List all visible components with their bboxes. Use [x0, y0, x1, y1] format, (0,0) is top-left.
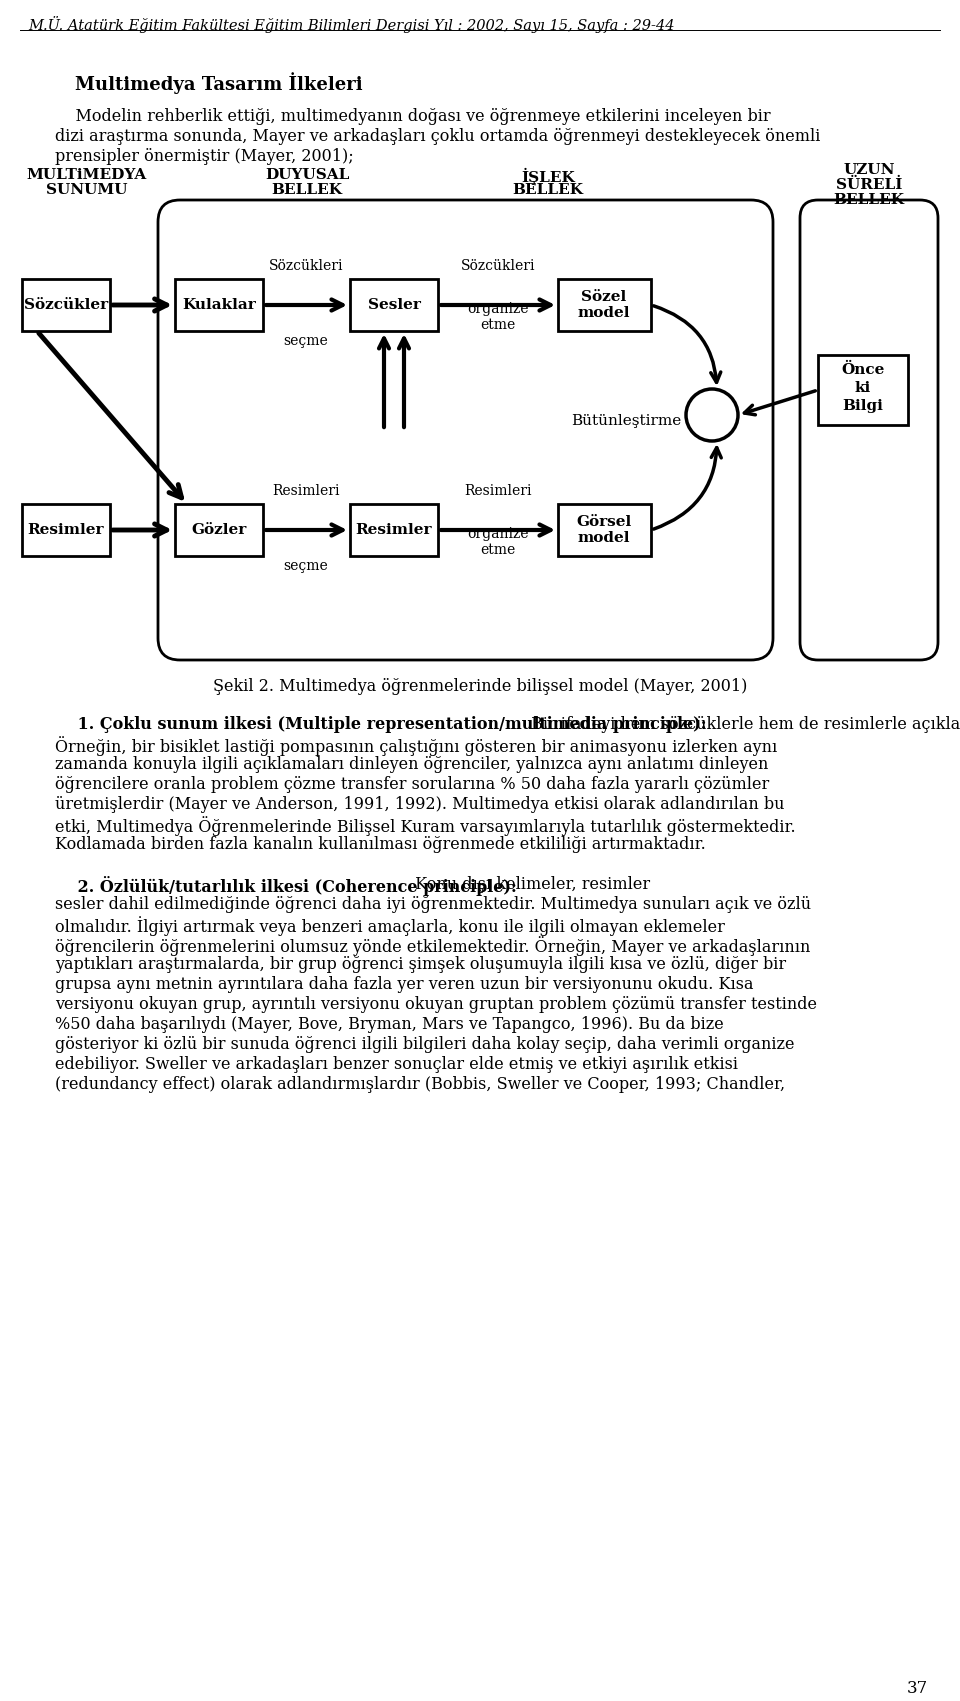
Text: UZUN: UZUN: [843, 163, 895, 177]
Text: seçme: seçme: [283, 333, 328, 349]
Text: model: model: [578, 306, 631, 320]
Text: versiyonu okuyan grup, ayrıntılı versiyonu okuyan gruptan problem çözümü transfe: versiyonu okuyan grup, ayrıntılı versiyo…: [55, 997, 817, 1014]
Text: olmalıdır. İlgiyi artırmak veya benzeri amaçlarla, konu ile ilgili olmayan eklem: olmalıdır. İlgiyi artırmak veya benzeri …: [55, 917, 725, 936]
Text: Kulaklar: Kulaklar: [182, 298, 256, 311]
Text: seçme: seçme: [283, 560, 328, 573]
Text: prensipler önermiştir (Mayer, 2001);: prensipler önermiştir (Mayer, 2001);: [55, 148, 353, 165]
Text: üretmişlerdir (Mayer ve Anderson, 1991, 1992). Multimedya etkisi olarak adlandır: üretmişlerdir (Mayer ve Anderson, 1991, …: [55, 796, 784, 813]
Text: zamanda konuyla ilgili açıklamaları dinleyen öğrenciler, yalnızca aynı anlatımı : zamanda konuyla ilgili açıklamaları dinl…: [55, 755, 768, 772]
Text: Sözel: Sözel: [582, 289, 627, 304]
Text: Resimler: Resimler: [356, 522, 432, 538]
Text: sesler dahil edilmediğinde öğrenci daha iyi öğrenmektedir. Multimedya sunuları a: sesler dahil edilmediğinde öğrenci daha …: [55, 896, 811, 913]
Text: 2. Özlülük/tutarlılık ilkesi (Coherence principle):: 2. Özlülük/tutarlılık ilkesi (Coherence …: [55, 876, 516, 896]
Text: BELLEK: BELLEK: [833, 192, 904, 208]
Text: Resimleri: Resimleri: [273, 485, 340, 498]
Text: M.Ü. Atatürk Eğitim Fakültesi Eğitim Bilimleri Dergisi Yıl : 2002, Sayı 15, Sayf: M.Ü. Atatürk Eğitim Fakültesi Eğitim Bil…: [28, 15, 675, 32]
Text: BELLEK: BELLEK: [513, 184, 584, 197]
Text: model: model: [578, 531, 631, 544]
Text: %50 daha başarılıydı (Mayer, Bove, Bryman, Mars ve Tapangco, 1996). Bu da bize: %50 daha başarılıydı (Mayer, Bove, Bryma…: [55, 1015, 724, 1033]
Text: Şekil 2. Multimedya öğrenmelerinde bilişsel model (Mayer, 2001): Şekil 2. Multimedya öğrenmelerinde biliş…: [213, 679, 747, 696]
Text: etme: etme: [480, 318, 516, 332]
Text: Sözcükleri: Sözcükleri: [269, 259, 344, 272]
Text: 1. Çoklu sunum ilkesi (Multiple representation/multimedia principle):: 1. Çoklu sunum ilkesi (Multiple represen…: [55, 716, 707, 733]
Text: Önce: Önce: [841, 362, 885, 378]
Bar: [175, 503, 263, 556]
Text: Konu dışı kelimeler, resimler: Konu dışı kelimeler, resimler: [410, 876, 650, 893]
Bar: [818, 356, 908, 425]
Text: İŞLEK: İŞLEK: [521, 168, 575, 185]
Text: Resimler: Resimler: [28, 522, 105, 538]
Text: yaptıkları araştırmalarda, bir grup öğrenci şimşek oluşumuyla ilgili kısa ve özl: yaptıkları araştırmalarda, bir grup öğre…: [55, 956, 786, 973]
Text: Sesler: Sesler: [368, 298, 420, 311]
Text: organize: organize: [468, 303, 529, 316]
Text: Multimedya Tasarım İlkeleri: Multimedya Tasarım İlkeleri: [75, 71, 363, 94]
Text: Sözcükleri: Sözcükleri: [461, 259, 536, 272]
Bar: [558, 503, 651, 556]
FancyBboxPatch shape: [800, 201, 938, 660]
Text: Bir ifadeyi hem sözcüklerle hem de resimlerle açıklamak yalnızca sözcüklerle açı: Bir ifadeyi hem sözcüklerle hem de resim…: [526, 716, 960, 733]
Bar: [175, 279, 263, 332]
Text: ki: ki: [854, 381, 871, 395]
Text: Bilgi: Bilgi: [843, 400, 883, 413]
Text: 37: 37: [907, 1681, 928, 1698]
FancyBboxPatch shape: [158, 201, 773, 660]
Text: Bütünleştirme: Bütünleştirme: [571, 413, 681, 429]
Text: Modelin rehberlik ettiği, multimedyanın doğası ve öğrenmeye etkilerini inceleyen: Modelin rehberlik ettiği, multimedyanın …: [55, 107, 771, 124]
Text: grupsa aynı metnin ayrıntılara daha fazla yer veren uzun bir versiyonunu okudu. : grupsa aynı metnin ayrıntılara daha fazl…: [55, 976, 754, 993]
Bar: [558, 279, 651, 332]
Text: dizi araştırma sonunda, Mayer ve arkadaşları çoklu ortamda öğrenmeyi destekleyec: dizi araştırma sonunda, Mayer ve arkadaş…: [55, 128, 821, 145]
Text: öğrencilerin öğrenmelerini olumsuz yönde etkilemektedir. Örneğin, Mayer ve arkad: öğrencilerin öğrenmelerini olumsuz yönde…: [55, 936, 810, 956]
Text: Gözler: Gözler: [191, 522, 247, 538]
Text: öğrencilere oranla problem çözme transfer sorularına % 50 daha fazla yararlı çöz: öğrencilere oranla problem çözme transfe…: [55, 776, 769, 793]
Text: edebiliyor. Sweller ve arkadaşları benzer sonuçlar elde etmiş ve etkiyi aşırılık: edebiliyor. Sweller ve arkadaşları benze…: [55, 1056, 738, 1073]
Text: etki, Multimedya Öğrenmelerinde Bilişsel Kuram varsayımlarıyla tutarlılık göster: etki, Multimedya Öğrenmelerinde Bilişsel…: [55, 816, 796, 835]
Bar: [350, 279, 438, 332]
Bar: [350, 503, 438, 556]
Text: MULTiMEDYA: MULTiMEDYA: [27, 168, 147, 182]
Text: Kodlamada birden fazla kanalın kullanılması öğrenmede etkililiği artırmaktadır.: Kodlamada birden fazla kanalın kullanılm…: [55, 835, 706, 852]
Text: Resimleri: Resimleri: [465, 485, 532, 498]
Bar: [22, 279, 110, 332]
Text: (redundancy effect) olarak adlandırmışlardır (Bobbis, Sweller ve Cooper, 1993; C: (redundancy effect) olarak adlandırmışla…: [55, 1077, 785, 1094]
Text: Görsel: Görsel: [576, 515, 632, 529]
Text: BELLEK: BELLEK: [272, 184, 343, 197]
Text: Sözcükler: Sözcükler: [24, 298, 108, 311]
Text: Örneğin, bir bisiklet lastiği pompasının çalıştığını gösteren bir animasyonu izl: Örneğin, bir bisiklet lastiği pompasının…: [55, 737, 778, 755]
Text: gösteriyor ki özlü bir sunuda öğrenci ilgili bilgileri daha kolay seçip, daha ve: gösteriyor ki özlü bir sunuda öğrenci il…: [55, 1036, 795, 1053]
Text: etme: etme: [480, 543, 516, 556]
Text: DUYUSAL: DUYUSAL: [265, 168, 349, 182]
Text: organize: organize: [468, 527, 529, 541]
Text: SÜRELİ: SÜRELİ: [836, 179, 902, 192]
Text: SUNUMU: SUNUMU: [46, 184, 128, 197]
Bar: [22, 503, 110, 556]
